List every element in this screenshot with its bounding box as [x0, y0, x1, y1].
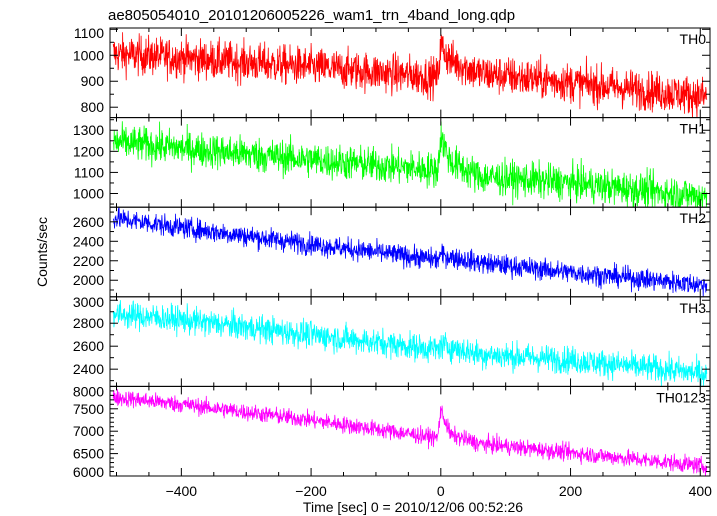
y-tick-label: 2200 — [73, 253, 104, 269]
panel-label-th0: TH0 — [680, 31, 707, 47]
panels-group: 800 900 1000 1100 TH0 1000 1100 1200 1300 TH1 2000… — [73, 25, 711, 480]
panel-th3: 2400 2600 2800 3000 TH3 — [73, 294, 711, 387]
y-tick-label: 1000 — [73, 185, 104, 201]
panel-th2: 2000 2200 2400 2600 TH2 — [73, 206, 711, 298]
y-tick-label: 3000 — [73, 294, 104, 310]
series-th0123-line — [112, 389, 708, 476]
y-tick-label: 6000 — [73, 464, 104, 480]
y-tick-label: 2400 — [73, 361, 104, 377]
y-tick-label: 7500 — [73, 401, 104, 417]
y-axis-label: Counts/sec — [34, 217, 50, 287]
panel-label-th0123: TH0123 — [656, 389, 706, 405]
y-tick-label: 6500 — [73, 446, 104, 462]
series-th3-line — [112, 300, 708, 387]
x-tick-label: −400 — [166, 483, 198, 499]
y-tick-label: 2800 — [73, 315, 104, 331]
y-tick-label: 2000 — [73, 272, 104, 288]
y-tick-label: 7000 — [73, 423, 104, 439]
series-th2-line — [112, 207, 708, 297]
y-tick-label: 1300 — [73, 122, 104, 138]
x-tick-label: 400 — [689, 483, 713, 499]
y-tick-label: 1200 — [73, 143, 104, 159]
y-tick-label: 8000 — [73, 383, 104, 399]
series-th0-line — [112, 32, 708, 118]
y-tick-label: 1100 — [74, 164, 104, 180]
panel-th0123: 6000 6500 7000 7500 8000 TH0123 — [73, 383, 711, 480]
x-axis: −400 −200 0 200 400 — [166, 483, 713, 499]
y-tick-label: 1000 — [73, 47, 104, 63]
panel-label-th1: TH1 — [680, 121, 707, 137]
panel-th1: 1000 1100 1200 1300 TH1 — [73, 117, 711, 208]
x-tick-label: 200 — [559, 483, 583, 499]
panel-label-th2: TH2 — [680, 210, 707, 226]
panel-frame — [109, 385, 711, 477]
x-axis-label: Time [sec] 0 = 2010/12/06 00:52:26 — [303, 499, 523, 515]
y-tick-label: 1100 — [74, 25, 104, 41]
y-tick-label: 2600 — [73, 338, 104, 354]
series-th1-line — [112, 121, 708, 208]
y-tick-label: 900 — [81, 73, 105, 89]
y-tick-label: 2600 — [73, 214, 104, 230]
x-tick-label: 0 — [437, 483, 445, 499]
y-tick-label: 800 — [81, 99, 105, 115]
x-tick-label: −200 — [295, 483, 327, 499]
panel-frame — [109, 117, 711, 208]
panel-label-th3: TH3 — [680, 300, 707, 316]
panel-th0: 800 900 1000 1100 TH0 — [73, 25, 711, 119]
y-tick-label: 2400 — [73, 233, 104, 249]
chart-title: ae805054010_20101206005226_wam1_trn_4ban… — [108, 7, 515, 24]
